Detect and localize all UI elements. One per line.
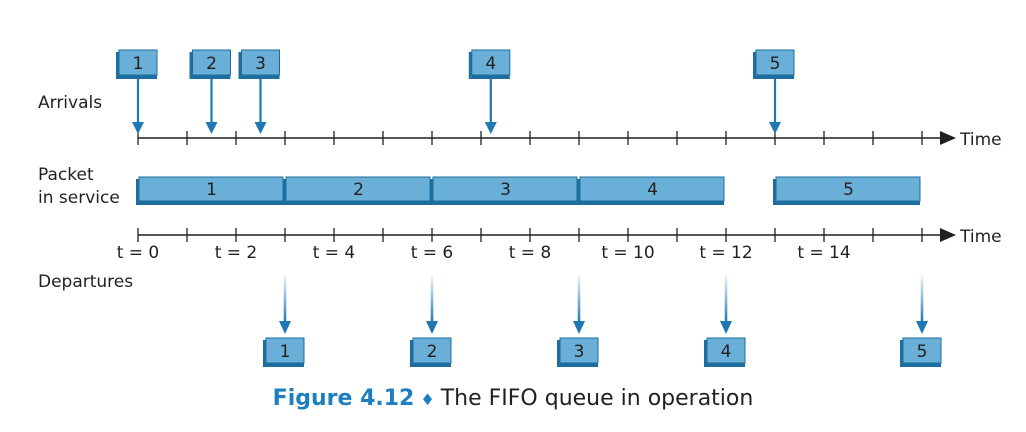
packet-number: 1 <box>133 54 144 74</box>
time-tick-label: t = 10 <box>601 243 654 263</box>
service-group: 1 2 3 4 5 <box>136 176 921 205</box>
service-packet-bar: 2 <box>283 176 431 205</box>
departure-packet-box: 4 <box>704 337 746 367</box>
packet-number: 3 <box>574 342 585 362</box>
packet-number: 5 <box>917 342 928 362</box>
arrival-packet-box: 2 <box>189 49 231 79</box>
arrival-arrowhead-icon <box>132 122 144 134</box>
departure-packet-box: 2 <box>410 337 452 367</box>
arrivals-label: Arrivals <box>38 93 102 113</box>
departure-arrowhead-icon <box>720 321 732 334</box>
figure-caption: Figure 4.12 ♦ The FIFO queue in operation <box>0 386 1026 411</box>
arrival-arrowhead-icon <box>484 122 497 134</box>
departure-arrow <box>283 275 287 322</box>
departure-arrow <box>920 275 924 322</box>
service-packet-number: 1 <box>206 180 217 200</box>
departure-arrow <box>577 275 581 322</box>
time-tick-label: t = 8 <box>509 243 552 263</box>
packet-number: 4 <box>721 342 732 362</box>
arrival-packet-box: 4 <box>468 49 511 79</box>
time-tick-label: t = 14 <box>797 243 850 263</box>
departure-arrowhead-icon <box>916 321 928 334</box>
departures-label: Departures <box>38 272 133 292</box>
caption-text: The FIFO queue in operation <box>440 386 754 411</box>
arrival-arrowhead-icon <box>205 122 218 134</box>
packet-number: 4 <box>485 54 496 74</box>
arrival-arrowhead-icon <box>254 122 267 134</box>
arrival-arrowhead-icon <box>769 122 781 134</box>
packet-number: 2 <box>206 54 217 74</box>
arrival-time-axis: Time <box>137 130 1002 150</box>
service-packet-bar: 3 <box>430 176 578 205</box>
departure-packet-box: 5 <box>900 337 942 367</box>
time-tick-label: t = 6 <box>411 243 454 263</box>
service-packet-number: 3 <box>500 180 511 200</box>
departure-arrowhead-icon <box>426 321 438 334</box>
departure-packet-box: 1 <box>263 337 305 367</box>
time-tick-label: t = 2 <box>215 243 258 263</box>
axis-arrowhead-icon <box>940 228 956 242</box>
service-packet-bar: 1 <box>136 176 284 205</box>
departure-arrow <box>430 275 434 322</box>
time-axis-label-top: Time <box>959 130 1002 150</box>
packet-label-line1: Packet <box>38 165 94 185</box>
figure-number: Figure 4.12 <box>272 386 415 411</box>
service-packet-number: 5 <box>843 180 854 200</box>
service-packet-number: 4 <box>647 180 658 200</box>
service-time-axis: t = 0 t = 2 t = 4 t = 6 t = 8 t = 10 t = 12 t =… <box>117 227 1002 263</box>
packet-label-line2: in service <box>38 188 120 208</box>
departure-arrow <box>724 275 728 322</box>
time-axis-label-bottom: Time <box>959 227 1002 247</box>
fifo-timeline-diagram: Arrivals Packet in service Departures Ti… <box>38 49 1002 367</box>
time-tick-label: t = 12 <box>699 243 752 263</box>
departure-arrowhead-icon <box>279 321 291 334</box>
packet-number: 3 <box>255 54 266 74</box>
departure-packet-box: 3 <box>557 337 599 367</box>
arrival-packet-box: 5 <box>753 49 795 79</box>
arrival-packet-box: 1 <box>116 49 158 79</box>
arrivals-group: 1 2 3 4 5 <box>116 49 795 134</box>
departures-group: 1 2 3 4 5 <box>263 275 942 367</box>
axis-arrowhead-icon <box>940 131 956 145</box>
caption-separator-icon: ♦ <box>420 390 435 409</box>
service-packet-bar: 5 <box>773 176 921 205</box>
arrival-packet-box: 3 <box>238 49 280 79</box>
packet-number: 2 <box>427 342 438 362</box>
time-tick-label: t = 0 <box>117 243 160 263</box>
time-tick-label: t = 4 <box>313 243 356 263</box>
service-packet-number: 2 <box>353 180 364 200</box>
packet-number: 1 <box>280 342 291 362</box>
packet-number: 5 <box>770 54 781 74</box>
departure-arrowhead-icon <box>573 321 585 334</box>
service-packet-bar: 4 <box>577 176 725 205</box>
